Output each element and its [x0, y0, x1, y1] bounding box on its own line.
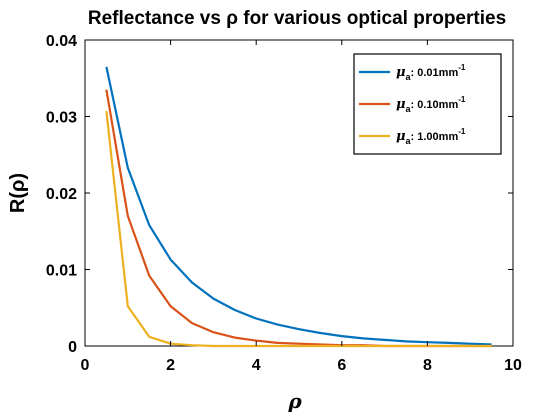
y-tick-label: 0.02: [46, 186, 77, 203]
axes-layer: 0 2 4 6 8 10 0 0.01 0.02 0.03 0.04: [46, 33, 522, 374]
x-tick-label: 0: [81, 357, 90, 374]
legend-label-3: μa: 1.00mm-1: [396, 127, 466, 146]
x-tick-label: 10: [504, 357, 522, 374]
y-axis-label: R(ρ): [7, 173, 29, 213]
y-tick-label: 0.01: [46, 263, 77, 280]
x-tick-label: 4: [252, 357, 261, 374]
x-tick-label: 8: [423, 357, 432, 374]
x-tick-label: 6: [337, 357, 346, 374]
legend-label-1: μa: 0.01mm-1: [396, 63, 466, 82]
x-tick-label: 2: [166, 357, 175, 374]
legend: μa: 0.01mm-1 μa: 0.10mm-1 μa: 1.00mm-1: [353, 53, 502, 155]
chart-title: Reflectance vs ρ for various optical pro…: [88, 8, 506, 29]
legend-label-2: μa: 0.10mm-1: [396, 95, 466, 114]
y-tick-label: 0: [68, 339, 77, 356]
x-axis-label: ρ: [287, 389, 302, 413]
y-tick-label: 0.04: [46, 33, 77, 50]
y-tick-label: 0.03: [46, 110, 77, 127]
